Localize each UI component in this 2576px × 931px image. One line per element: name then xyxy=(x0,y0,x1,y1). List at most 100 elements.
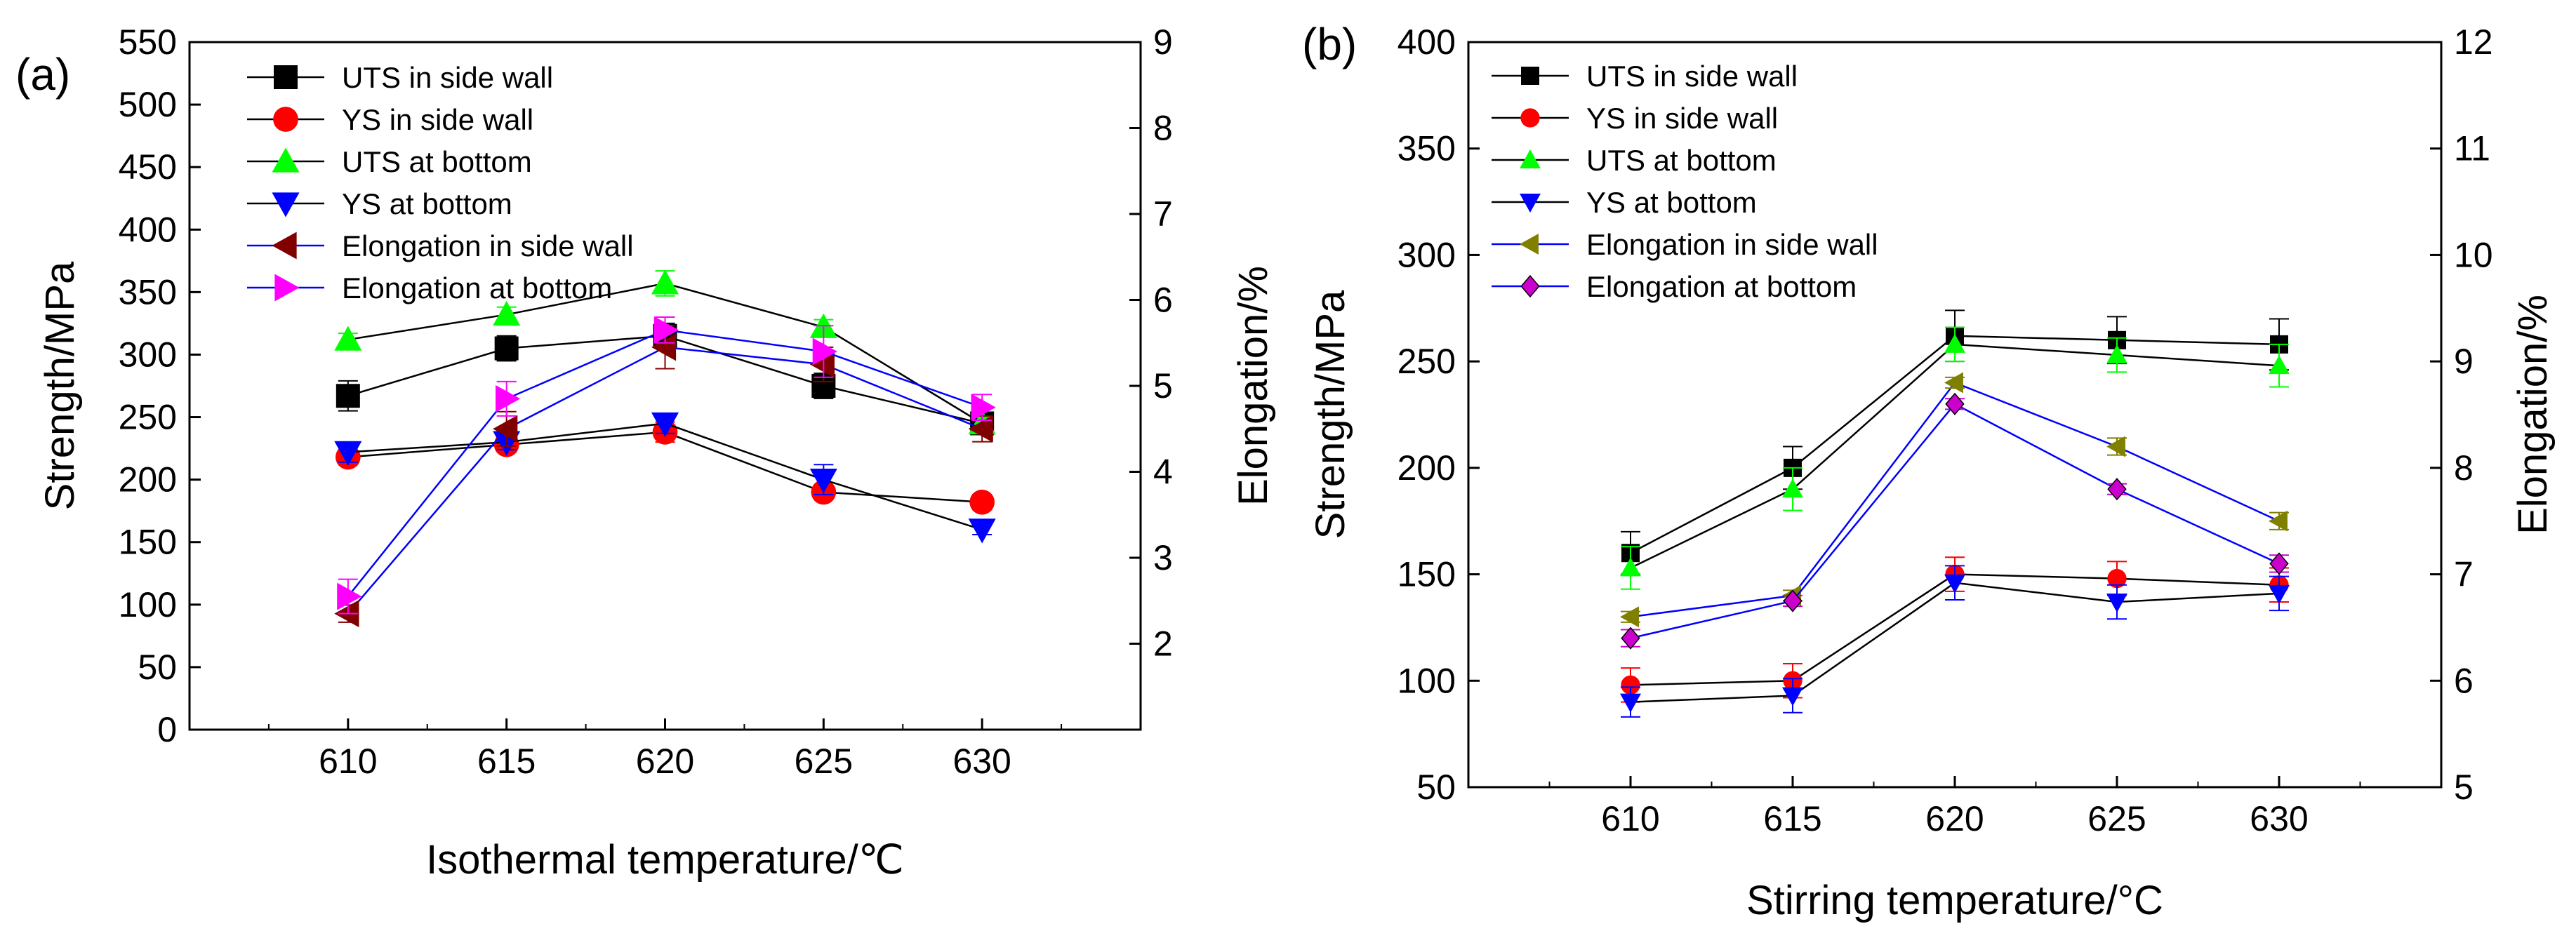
data-point xyxy=(2269,355,2290,375)
data-point xyxy=(809,350,835,378)
legend-label: Elongation at bottom xyxy=(342,272,612,304)
x-axis-title: Isothermal temperature/℃ xyxy=(426,837,904,883)
y2-tick-label: 7 xyxy=(2454,555,2474,594)
data-point xyxy=(1782,478,1803,498)
y-tick-label: 200 xyxy=(1397,448,1456,488)
y-tick-label: 350 xyxy=(1397,129,1456,168)
data-point xyxy=(336,384,360,408)
data-point xyxy=(334,326,362,351)
data-point xyxy=(2107,478,2127,501)
y2-tick-label: 7 xyxy=(1153,194,1173,234)
x-tick-label: 620 xyxy=(1925,799,1984,838)
data-point xyxy=(1945,392,1965,415)
legend-label: YS at bottom xyxy=(342,187,512,220)
data-point xyxy=(968,518,996,544)
legend-marker xyxy=(1521,67,1539,85)
data-point xyxy=(2106,594,2127,612)
data-point xyxy=(651,412,679,438)
y-tick-label: 200 xyxy=(119,460,177,500)
legend-marker xyxy=(1520,108,1540,128)
chart-panel-1: (a)610 615 620 625 6300501001502002503003504… xyxy=(15,22,1276,883)
y-tick-label: 300 xyxy=(1397,235,1456,274)
legend-label: YS in side wall xyxy=(1586,102,1778,135)
x-tick-label: 615 xyxy=(1763,799,1821,838)
y2-tick-label: 5 xyxy=(2454,768,2474,807)
plot-frame xyxy=(188,41,1142,731)
data-point xyxy=(1782,687,1803,706)
data-point xyxy=(494,336,519,361)
data-point xyxy=(2106,436,2125,457)
data-point xyxy=(1620,693,1641,713)
panel-label: (b) xyxy=(1302,19,1357,69)
data-point xyxy=(1620,557,1641,577)
data-point xyxy=(1620,606,1639,628)
y-tick-label: 250 xyxy=(119,398,177,437)
series-line xyxy=(347,346,983,615)
y-tick-label: 400 xyxy=(119,210,177,249)
data-point xyxy=(493,415,518,443)
y-tick-label: 250 xyxy=(1397,342,1456,381)
y2-tick-label: 4 xyxy=(1153,453,1173,492)
series-4 xyxy=(1620,565,2290,718)
legend-marker xyxy=(1520,149,1541,168)
legend-label: UTS at bottom xyxy=(1586,144,1777,177)
x-tick-label: 625 xyxy=(2087,799,2146,838)
y-tick-label: 100 xyxy=(119,585,177,624)
y2-axis-title: Elongation/% xyxy=(1230,266,1276,506)
y-tick-label: 150 xyxy=(1397,555,1456,594)
data-point xyxy=(1783,589,1802,612)
series-6 xyxy=(337,316,996,615)
y-tick-label: 350 xyxy=(119,272,177,312)
y2-tick-label: 5 xyxy=(1153,366,1173,406)
legend: UTS in side wall YS in side wall UTS at bo… xyxy=(1492,60,1878,303)
data-point xyxy=(2269,584,2290,604)
legend-marker xyxy=(274,65,298,89)
y-tick-label: 150 xyxy=(119,523,177,562)
data-point xyxy=(496,384,521,413)
data-point xyxy=(493,300,521,326)
y-tick-label: 300 xyxy=(119,335,177,374)
y2-tick-label: 9 xyxy=(2454,342,2474,381)
y2-tick-label: 10 xyxy=(2454,235,2493,274)
x-tick-label: 615 xyxy=(477,742,536,781)
legend-marker xyxy=(272,192,300,217)
data-point xyxy=(968,415,993,443)
y2-tick-label: 9 xyxy=(1153,22,1173,62)
data-point xyxy=(809,468,837,494)
x-axis-title: Stirring temperature/°C xyxy=(1746,878,2163,923)
data-point xyxy=(812,337,837,366)
series-6 xyxy=(1621,392,2289,650)
data-point xyxy=(971,394,996,422)
series-line xyxy=(1630,582,2280,703)
legend-label: Elongation in side wall xyxy=(1586,228,1878,261)
legend-marker xyxy=(272,147,300,173)
chart-panel-2: (b)610 615 620 625 6305010015020025030035040… xyxy=(1302,19,2556,923)
legend-label: UTS in side wall xyxy=(342,61,553,94)
x-tick-label: 610 xyxy=(1601,799,1659,838)
series-3 xyxy=(1620,326,2290,590)
legend-marker xyxy=(272,232,297,260)
y-axis-title: Strength/MPa xyxy=(1308,290,1353,539)
y2-tick-label: 8 xyxy=(1153,109,1173,148)
data-point xyxy=(2269,552,2289,575)
y2-tick-label: 12 xyxy=(2454,22,2493,62)
data-point xyxy=(653,316,679,344)
legend-label: Elongation at bottom xyxy=(1586,270,1857,303)
y2-tick-label: 11 xyxy=(2454,129,2490,168)
y2-tick-label: 8 xyxy=(2454,448,2474,488)
legend-marker xyxy=(273,107,298,132)
data-point xyxy=(1944,333,1965,353)
y2-tick-label: 6 xyxy=(1153,281,1173,320)
legend-label: YS in side wall xyxy=(342,103,533,136)
y-tick-label: 50 xyxy=(138,648,177,687)
legend-marker xyxy=(274,274,300,302)
y-tick-label: 450 xyxy=(119,147,177,187)
y2-tick-label: 6 xyxy=(2454,661,2474,700)
data-point xyxy=(1944,372,1963,394)
x-tick-label: 610 xyxy=(319,742,377,781)
y2-tick-label: 3 xyxy=(1153,538,1173,577)
data-point xyxy=(969,489,995,515)
y2-tick-label: 2 xyxy=(1153,624,1173,664)
series-line xyxy=(347,329,983,597)
